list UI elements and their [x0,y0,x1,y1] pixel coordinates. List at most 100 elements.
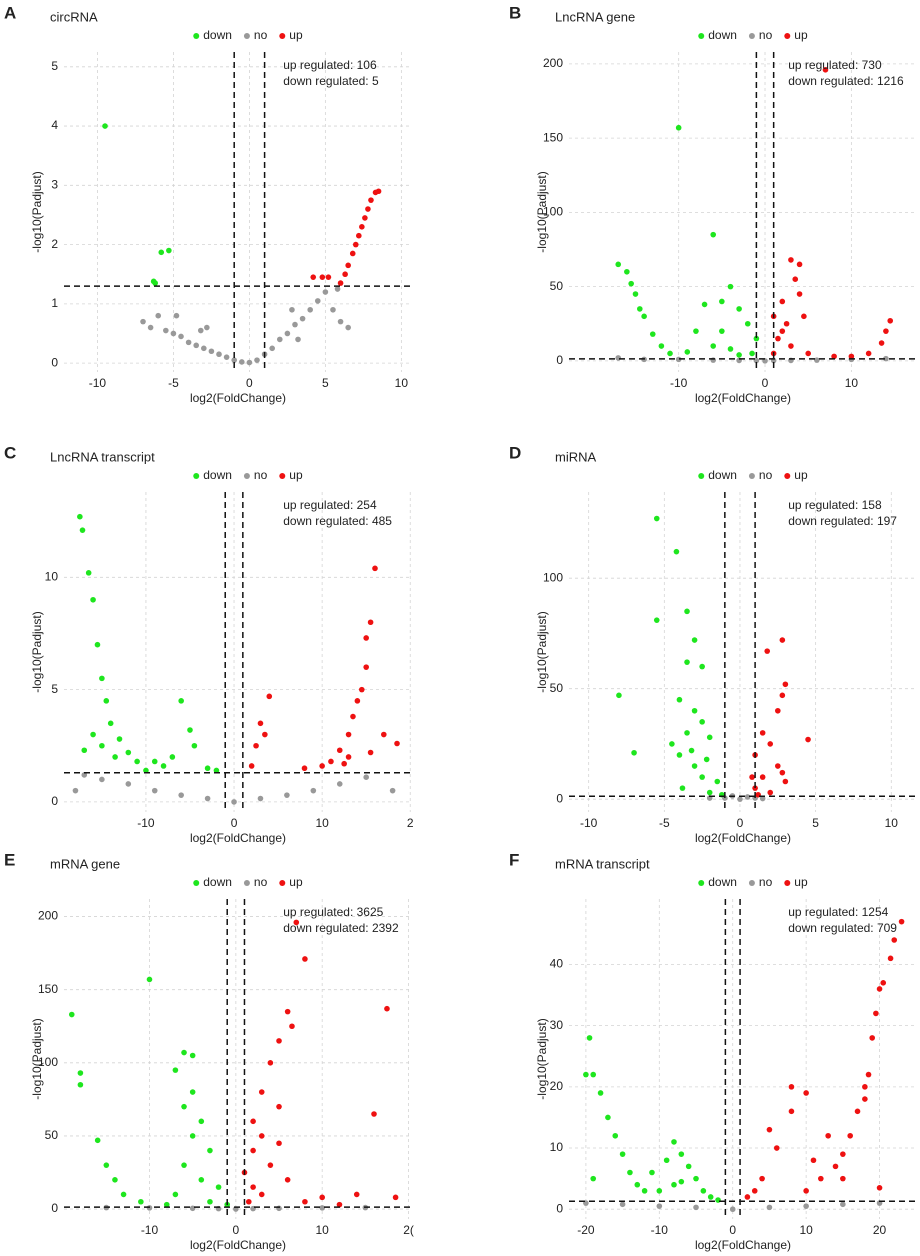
point [334,286,341,292]
point [301,765,308,772]
legend-marker [698,473,705,479]
point [293,919,300,926]
point [189,1205,196,1212]
x-tick-label: -10 [651,1223,669,1237]
point [198,1118,205,1125]
point [258,1133,265,1139]
annotation: up regulated: 106 [283,58,377,72]
point [163,327,169,334]
point [310,274,317,280]
x-tick-label: -5 [168,376,179,390]
panel-title: LncRNA gene [555,9,635,24]
point [276,1140,282,1147]
point [99,675,105,682]
y-axis-label: -log10(Padjust) [535,171,549,252]
point [267,1162,274,1168]
point [671,1181,677,1188]
legend-marker [243,880,250,886]
point [191,742,198,749]
point [752,785,758,791]
point [831,353,837,360]
point [719,328,725,334]
point [368,197,374,203]
point [898,918,905,925]
point [151,758,158,765]
point [371,1111,377,1117]
point [586,1035,593,1041]
x-tick-label: -10 [670,376,688,390]
legend-label: up [289,28,303,42]
point [302,956,308,962]
panel-title: circRNA [50,9,98,24]
legend-label: down [708,875,737,889]
point [673,548,680,555]
point [292,321,298,328]
point [319,763,325,769]
point [691,763,698,769]
point [299,315,306,322]
point [319,1205,325,1211]
point [319,274,326,280]
point [676,752,683,758]
point [854,1108,861,1115]
annotation: up regulated: 158 [788,498,882,512]
point [801,313,807,320]
legend-marker [748,473,755,479]
point [805,736,811,743]
point [878,340,885,346]
point [675,124,682,131]
point [597,1090,604,1096]
point [805,350,811,357]
y-tick-label: 150 [543,130,563,144]
point [284,792,290,798]
y-tick-label: 0 [556,791,563,805]
x-axis-label: log2(FoldChange) [695,831,791,845]
panel-title: miRNA [555,449,596,464]
y-tick-label: 0 [556,1201,563,1215]
point [172,1067,179,1073]
annotation: up regulated: 254 [283,498,377,512]
point [840,1201,846,1208]
point [187,727,193,733]
point [250,1118,256,1125]
y-tick-label: 40 [550,957,564,971]
point [779,769,786,776]
point [766,1126,773,1133]
point [775,335,781,342]
legend-marker [748,880,755,886]
point [238,359,245,365]
legend-label: no [759,875,773,889]
point [779,637,786,643]
y-tick-label: 4 [51,118,58,132]
legend-marker [279,880,286,886]
point [276,336,283,343]
point [178,698,184,704]
x-tick-label: 10 [315,816,329,830]
point [289,306,295,313]
point [372,565,378,572]
legend-marker [698,880,705,886]
point [112,754,118,760]
point [631,749,637,756]
y-axis-label: -log10(Padjust) [535,611,549,692]
point [365,206,371,212]
point [150,278,157,285]
legend-label: no [254,875,268,889]
point [862,1096,868,1102]
annotation: down regulated: 1216 [788,74,904,88]
point [349,250,356,257]
panel-letter: A [4,3,16,22]
point [649,331,656,337]
point [767,741,774,747]
point [90,596,96,603]
annotation: down regulated: 197 [788,514,897,528]
y-tick-label: 10 [550,1140,564,1154]
x-tick-label: -10 [141,1223,159,1237]
point [231,357,238,363]
x-tick-label: -10 [89,376,107,390]
point [207,1147,213,1154]
point [258,1089,265,1095]
point [116,736,123,742]
point [345,754,352,760]
